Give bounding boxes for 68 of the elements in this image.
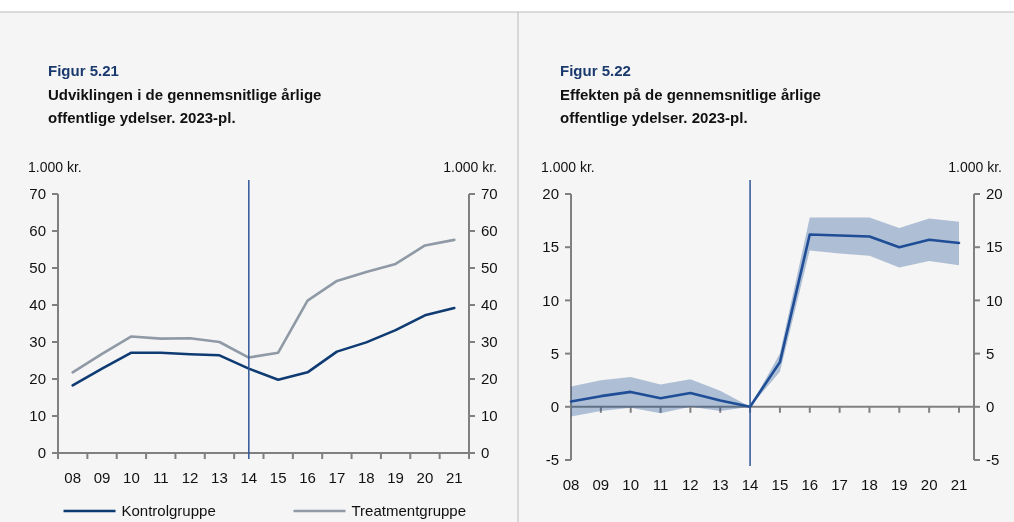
x-tick-label: 21 <box>445 469 463 486</box>
x-tick-label: 15 <box>771 476 789 493</box>
x-tick-label: 20 <box>416 469 434 486</box>
x-tick-label: 14 <box>741 476 759 493</box>
x-tick-label: 20 <box>920 476 938 493</box>
y-tick-label: 15 <box>542 238 559 256</box>
y-tick-label: 20 <box>29 370 46 388</box>
y2-tick-label: 70 <box>481 185 498 203</box>
chart-title: Figur 5.22 <box>560 62 631 79</box>
y-tick-label: 50 <box>29 259 46 277</box>
x-tick-label: 21 <box>950 476 968 493</box>
x-tick-label: 15 <box>269 469 287 486</box>
x-tick-label: 11 <box>152 469 169 486</box>
y2-tick-label: 20 <box>986 185 1003 203</box>
x-tick-label: 09 <box>93 469 111 486</box>
x-tick-label: 11 <box>652 476 669 493</box>
y2-axis-title: 1.000 kr. <box>443 159 497 175</box>
y2-tick-label: -5 <box>986 451 1000 469</box>
y2-tick-label: 60 <box>481 222 498 240</box>
x-tick-label: 18 <box>357 469 375 486</box>
y2-tick-label: 10 <box>986 291 1003 309</box>
x-tick-label: 19 <box>890 476 908 493</box>
x-tick-label: 12 <box>682 476 699 493</box>
y-tick-label: 60 <box>29 222 46 240</box>
x-tick-label: 13 <box>211 469 228 486</box>
y-tick-label: 0 <box>37 444 46 462</box>
y-tick-label: 10 <box>29 407 46 425</box>
y2-tick-label: 10 <box>481 407 498 425</box>
line-series <box>71 306 456 387</box>
x-tick-label: 18 <box>861 476 878 493</box>
x-tick-label: 09 <box>592 476 610 493</box>
x-tick-label: 16 <box>299 469 316 486</box>
x-tick-label: 08 <box>64 469 82 486</box>
y2-tick-label: 50 <box>481 259 498 277</box>
x-tick-label: 16 <box>801 476 819 493</box>
x-tick-label: 12 <box>181 469 199 486</box>
y2-tick-label: 0 <box>481 444 490 462</box>
legend-label: Kontrolgruppe <box>121 502 216 520</box>
y-tick-label: 10 <box>542 291 559 309</box>
y-tick-label: 30 <box>29 333 46 351</box>
x-tick-label: 17 <box>328 469 346 486</box>
x-tick-label: 17 <box>831 476 848 493</box>
x-tick-label: 10 <box>622 476 640 493</box>
y2-tick-label: 20 <box>481 370 498 388</box>
y-tick-label: 40 <box>29 296 46 314</box>
x-tick-label: 08 <box>562 476 580 493</box>
y-tick-label: 70 <box>29 185 46 203</box>
x-tick-label: 10 <box>123 469 140 486</box>
legend-label: Treatmentgruppe <box>351 502 467 520</box>
y2-tick-label: 40 <box>481 296 498 314</box>
line-series <box>71 238 456 374</box>
y-tick-label: -5 <box>545 451 559 469</box>
chart-title: Figur 5.21 <box>48 62 119 79</box>
y-tick-label: 20 <box>542 185 559 203</box>
y-axis-title: 1.000 kr. <box>541 159 595 175</box>
y2-tick-label: 30 <box>481 333 498 351</box>
y2-axis-title: 1.000 kr. <box>948 159 1002 175</box>
y2-tick-label: 15 <box>986 238 1003 256</box>
x-tick-label: 13 <box>711 476 729 493</box>
y-axis-title: 1.000 kr. <box>28 159 82 175</box>
y2-tick-label: 0 <box>986 398 995 416</box>
chart-subtitle: Udviklingen i de gennemsnitlige årlige offentlige ydelser. 2023-pl. <box>48 86 322 126</box>
x-tick-label: 14 <box>240 469 258 486</box>
y-tick-label: 5 <box>550 344 559 362</box>
y-tick-label: 0 <box>550 398 559 416</box>
y2-tick-label: 5 <box>986 344 995 362</box>
chart-subtitle: Effekten på de gennemsnitlige årlige offentlige ydelser. 2023-pl. <box>560 86 821 126</box>
x-tick-label: 19 <box>387 469 404 486</box>
